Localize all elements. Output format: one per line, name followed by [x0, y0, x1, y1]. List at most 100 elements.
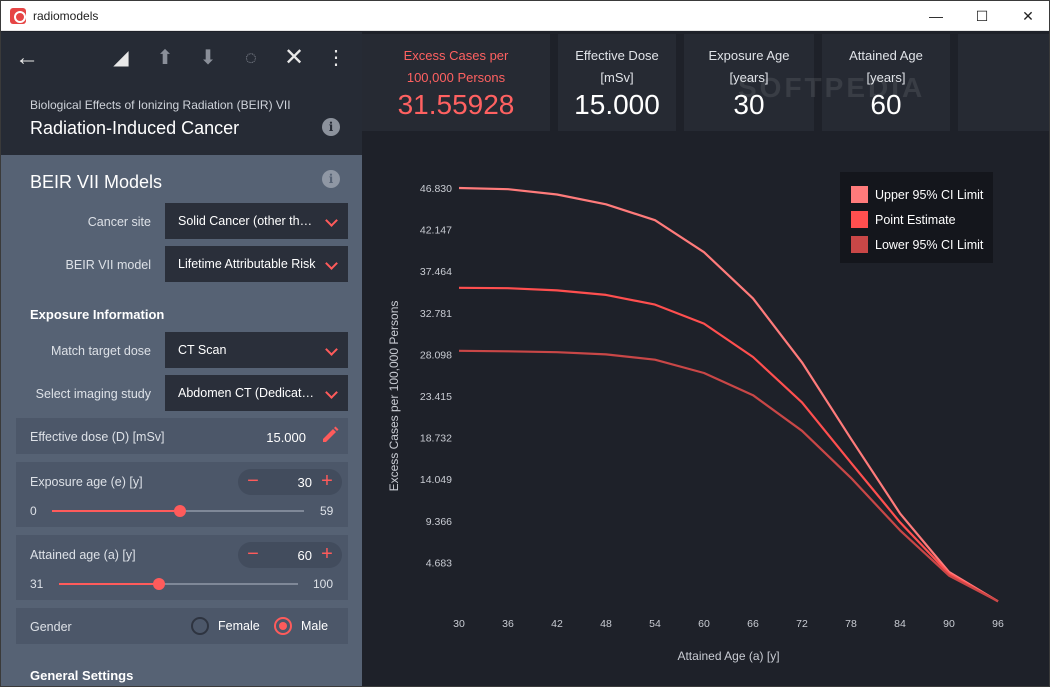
effective-dose-value: 15.000 — [574, 89, 660, 120]
effective-dose-label: Effective dose (D) [mSv] — [30, 430, 165, 444]
slider-max-label: 100 — [313, 577, 334, 591]
kpi-label: Attained Age — [849, 48, 923, 63]
kpi-label: Effective Dose — [575, 48, 659, 63]
y-tick-label: 9.366 — [426, 516, 452, 528]
kpi-label: [years] — [866, 70, 906, 85]
series-line — [458, 349, 999, 603]
gender-card: Gender Female Male — [16, 608, 348, 644]
close-window-button[interactable]: ✕ — [1022, 8, 1034, 24]
exposure-age-value[interactable]: 30 — [297, 475, 312, 490]
attained-age-slider[interactable] — [59, 578, 298, 590]
effective-dose-card: Effective Dose [mSv] 15.000 — [558, 34, 676, 131]
male-radio[interactable] — [274, 617, 292, 635]
x-tick-label: 42 — [551, 618, 563, 630]
minimize-button[interactable]: — — [929, 8, 943, 24]
male-radio-label[interactable]: Male — [301, 619, 329, 633]
x-tick-label: 48 — [600, 618, 612, 630]
watermark: SOFTPEDIA — [738, 72, 926, 103]
title-bar: radiomodels — ☐ ✕ — [1, 1, 1049, 31]
window-title: radiomodels — [33, 9, 99, 23]
kpi-label: 100,000 Persons — [406, 70, 506, 85]
kpi-label: Exposure Age — [708, 48, 790, 63]
series-line — [458, 286, 999, 603]
slider-thumb[interactable] — [153, 578, 166, 590]
exposure-age-slider[interactable] — [52, 505, 304, 517]
increment-button[interactable]: + — [321, 470, 333, 492]
exposure-age-label: Exposure age (e) [y] — [30, 475, 143, 489]
excess-cases-value: 31.55928 — [397, 89, 515, 120]
legend-label: Point Estimate — [875, 213, 956, 227]
kpi-label: [years] — [729, 70, 769, 85]
legend-swatch — [851, 236, 868, 253]
slider-fill — [59, 583, 160, 585]
y-tick-label: 32.781 — [420, 308, 452, 320]
upload-icon[interactable]: ⬆ — [156, 47, 174, 69]
x-tick-label: 90 — [943, 618, 955, 630]
refresh-icon[interactable]: ◌ — [245, 47, 257, 69]
x-axis-label: Attained Age (a) [y] — [677, 649, 779, 663]
cancer-site-select[interactable]: Solid Cancer (other than leukemia) — [165, 203, 348, 239]
x-tick-label: 30 — [453, 618, 465, 630]
decrement-button[interactable]: − — [247, 470, 259, 492]
x-tick-label: 78 — [845, 618, 857, 630]
close-icon[interactable]: ✕ — [283, 44, 305, 71]
imaging-study-select[interactable]: Abdomen CT (Dedicated) — [165, 375, 348, 411]
beir-model-select[interactable]: Lifetime Attributable Risk — [165, 246, 348, 282]
attained-age-value[interactable]: 60 — [297, 548, 312, 563]
y-tick-label: 46.830 — [420, 183, 452, 195]
y-axis-label: Excess Cases per 100,000 Persons — [387, 301, 401, 492]
back-arrow-icon[interactable]: ← — [15, 44, 39, 71]
x-tick-label: 54 — [649, 618, 661, 630]
exposure-age-value: 30 — [733, 89, 765, 120]
decrement-button[interactable]: − — [247, 543, 259, 565]
settings-panel: ← ◢ ⬆ ⬇ ◌ ✕ ⋮ Biological Effects of Ioni… — [1, 32, 362, 686]
legend-swatch — [851, 186, 868, 203]
attained-age-card: Attained age (a) [y] − 60 + 31 100 — [16, 535, 348, 600]
slider-min-label: 0 — [30, 504, 37, 518]
kpi-label: [mSv] — [600, 70, 634, 85]
y-tick-label: 42.147 — [420, 225, 452, 237]
results-panel: Excess Cases per 100,000 Persons 31.5592… — [362, 32, 1049, 686]
beir-model-label: BEIR VII model — [65, 258, 151, 272]
cancer-site-label: Cancer site — [87, 215, 151, 229]
y-tick-label: 23.415 — [420, 391, 452, 403]
download-icon[interactable]: ⬇ — [199, 47, 217, 69]
y-tick-label: 28.098 — [420, 349, 452, 361]
slider-thumb[interactable] — [174, 505, 187, 517]
chevron-down-icon — [325, 257, 338, 270]
x-tick-label: 36 — [502, 618, 514, 630]
exposure-age-stepper: − 30 + — [238, 469, 342, 495]
more-vert-icon[interactable]: ⋮ — [326, 47, 346, 69]
match-target-select[interactable]: CT Scan — [165, 332, 348, 368]
pencil-icon[interactable] — [320, 425, 340, 445]
legend-label: Upper 95% CI Limit — [875, 188, 984, 202]
cancer-site-value: Solid Cancer (other than leukemia) — [178, 214, 348, 228]
info-icon[interactable]: i — [322, 118, 340, 136]
y-tick-label: 4.683 — [426, 557, 452, 569]
female-radio-label[interactable]: Female — [218, 619, 260, 633]
app-logo-icon — [10, 8, 26, 24]
x-tick-label: 84 — [894, 618, 906, 630]
x-tick-label: 96 — [992, 618, 1004, 630]
eraser-icon[interactable]: ◢ — [113, 47, 129, 69]
chevron-down-icon — [325, 386, 338, 399]
increment-button[interactable]: + — [321, 543, 333, 565]
general-settings-title: General Settings — [30, 668, 134, 683]
match-target-label: Match target dose — [50, 344, 151, 358]
page-subtitle: Biological Effects of Ionizing Radiation… — [30, 98, 291, 112]
chevron-down-icon — [325, 343, 338, 356]
y-tick-label: 37.464 — [420, 266, 452, 278]
maximize-button[interactable]: ☐ — [975, 8, 989, 24]
slider-min-label: 31 — [30, 577, 44, 591]
models-section-title: BEIR VII Models — [30, 172, 163, 192]
imaging-study-value: Abdomen CT (Dedicated) — [178, 386, 320, 400]
female-radio[interactable] — [191, 617, 209, 635]
attained-age-stepper: − 60 + — [238, 542, 342, 568]
attained-age-label: Attained age (a) [y] — [30, 548, 136, 562]
line-chart: 4.683 9.366 14.049 18.732 23.415 28.098 32.781… — [387, 172, 1004, 663]
effective-dose-input[interactable]: 15.000 — [266, 430, 306, 445]
legend-swatch — [851, 211, 868, 228]
models-info-icon[interactable]: i — [322, 170, 340, 188]
page-title: Radiation-Induced Cancer — [30, 118, 240, 138]
